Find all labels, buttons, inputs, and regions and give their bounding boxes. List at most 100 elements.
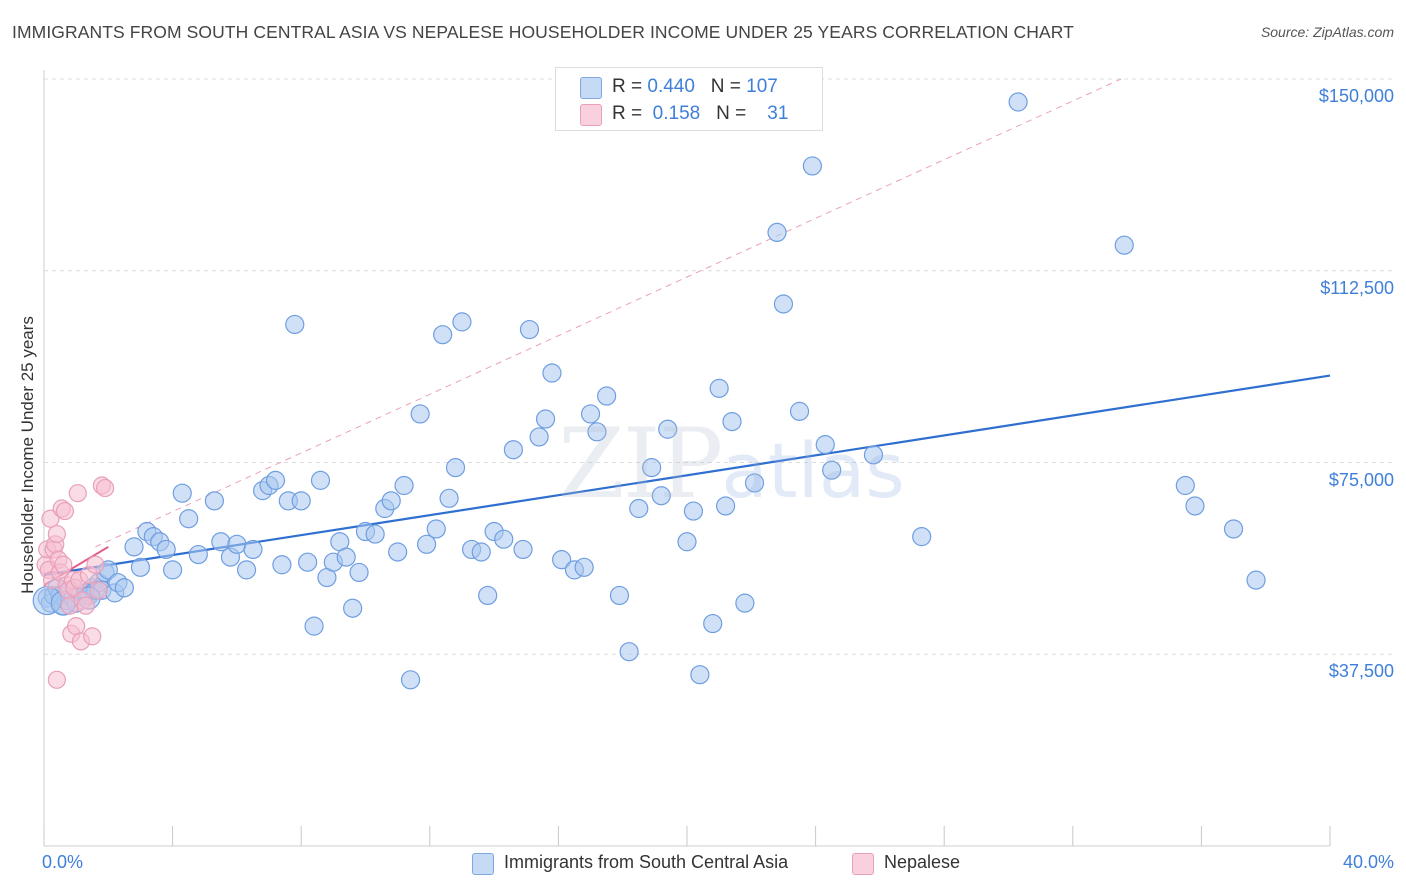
blue-point-87 xyxy=(629,498,649,519)
blue-point-95 xyxy=(709,378,729,398)
blue-point-64 xyxy=(433,325,453,345)
blue-point-21 xyxy=(114,578,134,598)
blue-point-23 xyxy=(130,557,151,577)
legend-n-blue: 107 xyxy=(746,76,778,97)
y-tick-label-2: $112,500 xyxy=(1320,277,1394,298)
legend-swatch-blue xyxy=(580,77,602,99)
blue-point-92 xyxy=(683,501,704,521)
legend-r-pink: 0.158 xyxy=(652,103,701,124)
source-label: Source: ZipAtlas.com xyxy=(1260,24,1394,40)
blue-point-93 xyxy=(690,665,710,685)
blue-point-84 xyxy=(597,386,617,406)
blue-point-113 xyxy=(1246,570,1266,590)
blue-point-35 xyxy=(227,534,247,554)
blue-point-27 xyxy=(156,539,176,560)
bottom-legend-swatch-blue xyxy=(472,853,494,875)
blue-point-107 xyxy=(912,527,932,547)
blue-point-108 xyxy=(1008,92,1028,112)
pink-point-30 xyxy=(95,478,115,498)
blue-point-79 xyxy=(552,550,572,570)
blue-point-32 xyxy=(204,491,224,511)
pink-point-11 xyxy=(54,555,73,574)
blue-point-72 xyxy=(494,529,514,549)
blue-point-28 xyxy=(163,560,183,580)
pink-point-12 xyxy=(55,501,74,521)
blue-point-91 xyxy=(677,532,697,552)
y-tick-label-0: $37,500 xyxy=(1328,661,1394,682)
blue-point-81 xyxy=(574,557,594,577)
blue-point-96 xyxy=(715,496,736,516)
blue-point-111 xyxy=(1185,496,1205,516)
blue-point-69 xyxy=(471,542,491,562)
axes xyxy=(43,70,1331,847)
blue-point-62 xyxy=(416,534,437,554)
blue-point-43 xyxy=(285,314,305,335)
blue-point-44 xyxy=(291,491,311,511)
blue-point-47 xyxy=(310,470,331,490)
blue-point-97 xyxy=(722,411,742,432)
blue-point-22 xyxy=(124,537,144,557)
x-tick-label-max: 40.0% xyxy=(1342,852,1394,872)
blue-point-61 xyxy=(410,404,430,424)
pink-point-19 xyxy=(67,617,86,636)
x-tick-label-min: 0.0% xyxy=(42,852,84,872)
blue-point-82 xyxy=(580,404,601,424)
y-axis-label: Householder Income Under 25 years xyxy=(18,316,37,594)
blue-point-102 xyxy=(789,401,810,421)
blue-point-65 xyxy=(439,488,459,508)
blue-point-31 xyxy=(188,544,208,565)
legend-n-pink: 31 xyxy=(767,103,789,124)
pink-point-24 xyxy=(76,596,95,615)
blue-point-40 xyxy=(265,470,286,490)
blue-point-52 xyxy=(343,598,363,618)
y-tick-label-3: $150,000 xyxy=(1318,86,1394,106)
pink-point-28 xyxy=(89,581,108,600)
blue-point-106 xyxy=(863,445,884,465)
blue-point-57 xyxy=(381,491,401,511)
legend-swatch-pink xyxy=(580,104,602,126)
blue-point-55 xyxy=(365,524,385,544)
blue-point-89 xyxy=(651,486,671,506)
blue-point-67 xyxy=(452,312,472,332)
pink-point-7 xyxy=(47,524,66,544)
blue-point-29 xyxy=(172,483,192,503)
pink-point-20 xyxy=(68,484,87,503)
legend-r-blue: 0.440 xyxy=(647,76,695,97)
blue-point-103 xyxy=(802,156,822,176)
blue-point-73 xyxy=(503,440,523,460)
blue-point-98 xyxy=(735,593,755,613)
grid-lines xyxy=(44,78,1392,655)
blue-point-99 xyxy=(744,473,765,493)
blue-point-37 xyxy=(243,539,263,560)
blue-point-46 xyxy=(304,616,324,636)
blue-point-51 xyxy=(336,547,356,567)
blue-point-112 xyxy=(1223,519,1244,539)
y-tick-label-1: $75,000 xyxy=(1328,469,1394,490)
zipatlas-watermark: ZIPatlas xyxy=(558,408,905,520)
blue-point-41 xyxy=(272,555,292,575)
blue-point-83 xyxy=(587,422,607,442)
blue-point-63 xyxy=(426,519,446,539)
blue-point-77 xyxy=(535,409,556,429)
blue-point-33 xyxy=(211,532,231,552)
blue-point-45 xyxy=(298,552,318,572)
blue-point-110 xyxy=(1175,475,1195,496)
blue-point-59 xyxy=(394,475,414,496)
blue-point-58 xyxy=(388,542,408,562)
blue-point-70 xyxy=(478,585,498,606)
correlation-legend: R = 0.440 N = 107 R = 0.158 N = 31 xyxy=(555,67,823,131)
chart-title: IMMIGRANTS FROM SOUTH CENTRAL ASIA VS NE… xyxy=(12,22,1074,42)
blue-point-109 xyxy=(1114,235,1134,255)
blue-point-30 xyxy=(179,509,199,529)
blue-point-85 xyxy=(609,585,630,606)
pink-point-26 xyxy=(83,627,102,646)
pink-point-27 xyxy=(86,555,105,574)
blue-point-36 xyxy=(236,560,257,580)
blue-point-60 xyxy=(400,670,421,690)
blue-point-88 xyxy=(642,458,662,478)
blue-point-100 xyxy=(767,222,787,242)
blue-point-53 xyxy=(349,562,369,583)
blue-point-78 xyxy=(542,363,562,383)
data-points xyxy=(32,92,1266,690)
